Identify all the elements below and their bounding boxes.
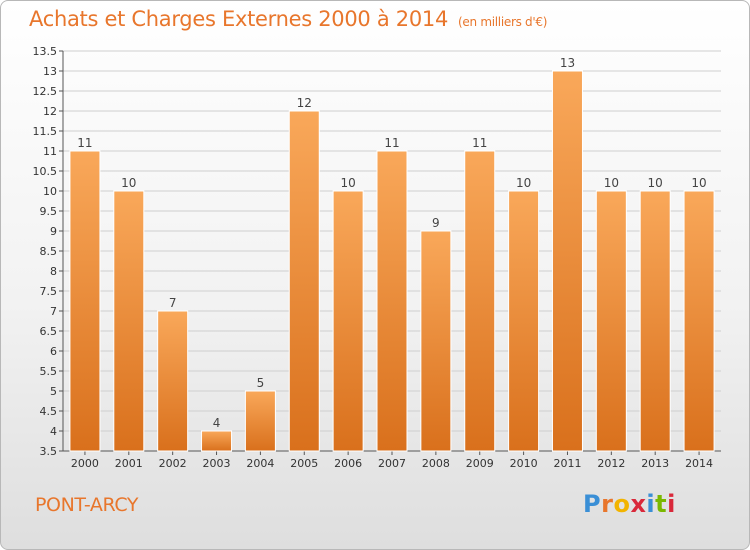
bar-2003 <box>201 430 233 452</box>
value-label-2006: 10 <box>340 176 355 190</box>
value-label-2013: 10 <box>648 176 663 190</box>
y-tick-label: 4.5 <box>40 405 58 418</box>
x-tick-label-2007: 2007 <box>378 457 406 470</box>
logo-letter: r <box>601 490 614 518</box>
value-label-2002: 7 <box>169 296 177 310</box>
x-tick-label-2006: 2006 <box>334 457 362 470</box>
value-label-2010: 10 <box>516 176 531 190</box>
x-tick-label-2010: 2010 <box>510 457 538 470</box>
x-tick-label-2000: 2000 <box>71 457 99 470</box>
logo-letter: i <box>646 490 656 518</box>
y-tick-label: 9.5 <box>40 205 58 218</box>
value-label-2009: 11 <box>472 136 487 150</box>
bars <box>69 70 715 452</box>
y-tick-label: 3.5 <box>40 445 58 458</box>
y-tick-label: 4 <box>50 425 57 438</box>
y-tick-label: 12.5 <box>33 85 58 98</box>
bar-2014 <box>683 190 715 452</box>
value-label-2000: 11 <box>77 136 92 150</box>
x-tick-label-2005: 2005 <box>290 457 318 470</box>
y-tick-label: 7.5 <box>40 285 58 298</box>
x-tick-label-2014: 2014 <box>685 457 713 470</box>
chart-title: Achats et Charges Externes 2000 à 2014 (e… <box>29 7 547 31</box>
y-tick-label: 6.5 <box>40 325 58 338</box>
x-tick-label-2002: 2002 <box>159 457 187 470</box>
y-tick-label: 10 <box>43 185 57 198</box>
logo-letter: x <box>630 490 647 518</box>
logo-letter: i <box>667 490 676 518</box>
chart-title-text: Achats et Charges Externes 2000 à 2014 <box>29 7 449 31</box>
x-tick-label-2001: 2001 <box>115 457 143 470</box>
logo-letter: t <box>655 490 668 518</box>
proxiti-logo: Proxiti <box>583 490 676 518</box>
value-label-2011: 13 <box>560 56 575 70</box>
bar-2012 <box>595 190 627 452</box>
bar-2005 <box>288 110 320 452</box>
value-label-2012: 10 <box>604 176 619 190</box>
commune-name: PONT-ARCY <box>35 494 139 516</box>
y-tick-label: 5 <box>50 385 57 398</box>
y-tick-label: 12 <box>43 105 57 118</box>
y-tick-label: 13 <box>43 65 57 78</box>
bar-2013 <box>639 190 671 452</box>
bar-2011 <box>551 70 583 452</box>
x-tick-label-2011: 2011 <box>553 457 581 470</box>
value-label-2003: 4 <box>213 416 221 430</box>
x-tick-label-2004: 2004 <box>246 457 274 470</box>
bar-2002 <box>157 310 189 452</box>
value-label-2004: 5 <box>257 376 265 390</box>
value-label-2007: 11 <box>384 136 399 150</box>
x-tick-label-2013: 2013 <box>641 457 669 470</box>
value-label-2014: 10 <box>691 176 706 190</box>
bar-2009 <box>464 150 496 452</box>
y-tick-label: 8 <box>50 265 57 278</box>
logo-letter: o <box>613 490 631 518</box>
x-tick-label-2008: 2008 <box>422 457 450 470</box>
y-tick-label: 11.5 <box>33 125 58 138</box>
bar-2000 <box>69 150 101 452</box>
chart-unit-note: (en milliers d'€) <box>458 15 548 29</box>
y-tick-label: 9 <box>50 225 57 238</box>
logo-letter: P <box>583 490 602 518</box>
bar-2001 <box>113 190 145 452</box>
bar-2008 <box>420 230 452 452</box>
bar-2006 <box>332 190 364 452</box>
axes: 3.5 4 4.5 5 5.5 6 6.5 7 7.5 8 8.5 9 9.5 10 10.5 11 11.5 1… <box>33 45 721 470</box>
y-tick-label: 13.5 <box>33 45 58 58</box>
value-label-2008: 9 <box>432 216 440 230</box>
value-label-2005: 12 <box>297 96 312 110</box>
y-tick-label: 7 <box>50 305 57 318</box>
value-label-2001: 10 <box>121 176 136 190</box>
y-tick-label: 5.5 <box>40 365 58 378</box>
bar-2007 <box>376 150 408 452</box>
value-labels: 11 10 7 4 5 12 10 11 9 11 10 13 10 10 10 <box>77 56 706 430</box>
y-tick-label: 8.5 <box>40 245 58 258</box>
bar-2010 <box>508 190 540 452</box>
bar-2004 <box>244 390 276 452</box>
x-tick-label-2012: 2012 <box>597 457 625 470</box>
y-tick-label: 10.5 <box>33 165 58 178</box>
y-tick-label: 11 <box>43 145 57 158</box>
x-tick-label-2009: 2009 <box>466 457 494 470</box>
x-tick-label-2003: 2003 <box>203 457 231 470</box>
y-tick-label: 6 <box>50 345 57 358</box>
